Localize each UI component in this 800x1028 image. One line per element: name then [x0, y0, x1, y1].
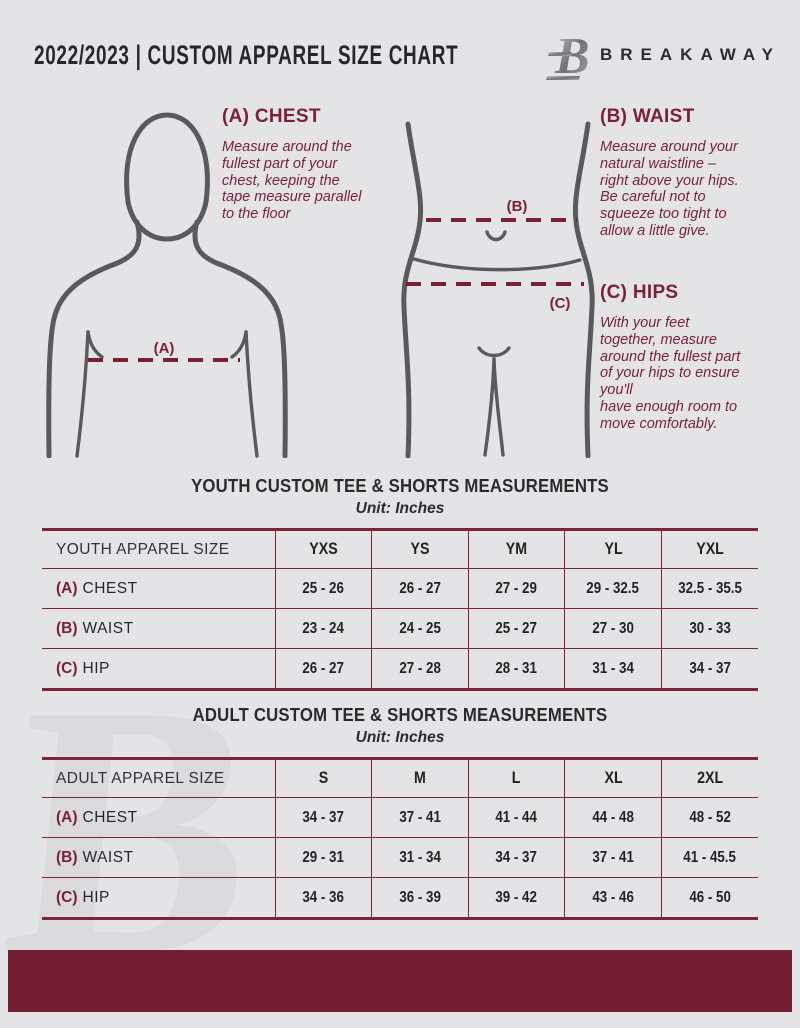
value-cell: 39 - 42 [467, 877, 565, 919]
row-label-cell: (B) WAIST [42, 837, 275, 878]
chest-instruction-heading: (A) CHEST [222, 106, 321, 127]
hips-figure-label: (C) [550, 295, 571, 312]
column-header: L [467, 758, 565, 798]
row-label-cell: (A) CHEST [42, 568, 275, 609]
inner-left-leg-path [483, 357, 496, 457]
value-cell: 41 - 44 [467, 797, 565, 838]
value-cell: 25 - 26 [274, 568, 372, 609]
head-outline-path [124, 112, 210, 242]
table-row: (C) HIP 34 - 36 36 - 39 39 - 42 43 - 46 4… [42, 877, 758, 919]
value-cell: 43 - 46 [564, 877, 662, 919]
lower-body-figure: (B) (C) [401, 121, 595, 458]
chest-instruction: (A) CHEST Measure around the fullest par… [222, 106, 412, 223]
value-cell: 28 - 31 [467, 648, 565, 690]
value-cell: 31 - 34 [371, 837, 469, 878]
value-cell: 48 - 52 [660, 797, 758, 838]
left-torso-path [75, 330, 90, 458]
right-hip-leg-path [572, 121, 595, 458]
value-cell: 27 - 30 [564, 608, 662, 649]
table-header-row: YOUTH APPAREL SIZE YXS YS YM YL YXL [42, 529, 758, 569]
brand-lockup: B BREAKAWAY [546, 24, 781, 86]
row-label-cell: (C) HIP [42, 648, 275, 690]
value-cell: 37 - 41 [564, 837, 662, 878]
document-title: 2022/2023 | CUSTOM APPAREL SIZE CHART [34, 40, 459, 70]
column-header: YXL [660, 529, 758, 569]
value-cell: 24 - 25 [371, 608, 469, 649]
navel-path [485, 230, 507, 242]
column-header: YM [467, 529, 565, 569]
hips-instruction: (C) HIPS With your feet together, measur… [600, 282, 795, 433]
column-header: YXS [274, 529, 372, 569]
inner-right-leg-path [492, 357, 505, 457]
value-cell: 26 - 27 [371, 568, 469, 609]
column-header: XL [564, 758, 662, 798]
waist-instruction-heading: (B) WAIST [600, 106, 695, 127]
value-cell: 29 - 31 [274, 837, 372, 878]
hips-instruction-heading: (C) HIPS [600, 282, 679, 303]
column-header: S [274, 758, 372, 798]
waist-figure-label: (B) [507, 198, 528, 215]
waist-instruction-body: Measure around your natural waistline – … [600, 139, 739, 239]
breakaway-logo-icon: B [546, 28, 590, 85]
upper-body-figure: (A) [46, 112, 288, 458]
value-cell: 32.5 - 35.5 [660, 568, 758, 609]
row-label-cell: (C) HIP [42, 877, 275, 919]
adult-section-title: ADULT CUSTOM TEE & SHORTS MEASUREMENTS [192, 705, 608, 725]
table-row: (A) CHEST 34 - 37 37 - 41 41 - 44 44 - 48… [42, 797, 758, 838]
column-header: M [371, 758, 469, 798]
hips-instruction-body: With your feet together, measure around … [600, 315, 741, 432]
value-cell: 41 - 45.5 [660, 837, 758, 878]
right-torso-path [244, 330, 259, 458]
svg-text:B: B [554, 28, 590, 85]
crotch-path [477, 346, 511, 358]
column-header: ADULT APPAREL SIZE [42, 758, 275, 798]
value-cell: 44 - 48 [564, 797, 662, 838]
chest-figure-label: (A) [154, 340, 175, 357]
table-row: (B) WAIST 29 - 31 31 - 34 34 - 37 37 - 41… [42, 837, 758, 878]
column-header: YL [564, 529, 662, 569]
table-row: (C) HIP 26 - 27 27 - 28 28 - 31 31 - 34 3… [42, 648, 758, 690]
value-cell: 37 - 41 [371, 797, 469, 838]
abdomen-curve-path [412, 257, 582, 272]
value-cell: 27 - 28 [371, 648, 469, 690]
value-cell: 34 - 37 [467, 837, 565, 878]
value-cell: 30 - 33 [660, 608, 758, 649]
value-cell: 25 - 27 [467, 608, 565, 649]
right-armpit-path [230, 330, 248, 359]
value-cell: 29 - 32.5 [564, 568, 662, 609]
left-hip-leg-path [401, 121, 424, 458]
table-row: (B) WAIST 23 - 24 24 - 25 25 - 27 27 - 30… [42, 608, 758, 649]
row-label-cell: (A) CHEST [42, 797, 275, 838]
value-cell: 31 - 34 [564, 648, 662, 690]
value-cell: 27 - 29 [467, 568, 565, 609]
youth-section-title: YOUTH CUSTOM TEE & SHORTS MEASUREMENTS [191, 476, 609, 496]
table-row: (A) CHEST 25 - 26 26 - 27 27 - 29 29 - 32… [42, 568, 758, 609]
adult-unit-label: Unit: Inches [355, 729, 445, 746]
value-cell: 34 - 37 [274, 797, 372, 838]
row-label-cell: (B) WAIST [42, 608, 275, 649]
left-armpit-path [86, 330, 104, 359]
value-cell: 23 - 24 [274, 608, 372, 649]
adult-size-table: ADULT APPAREL SIZE S M L XL 2XL (A) CHEST… [42, 757, 758, 920]
value-cell: 26 - 27 [274, 648, 372, 690]
column-header: YOUTH APPAREL SIZE [42, 529, 275, 569]
youth-section: YOUTH CUSTOM TEE & SHORTS MEASUREMENTS U… [0, 476, 800, 691]
column-header: YS [371, 529, 469, 569]
adult-section: ADULT CUSTOM TEE & SHORTS MEASUREMENTS U… [0, 705, 800, 920]
youth-unit-label: Unit: Inches [355, 500, 445, 517]
value-cell: 34 - 36 [274, 877, 372, 919]
brand-name: BREAKAWAY [600, 45, 781, 64]
value-cell: 46 - 50 [660, 877, 758, 919]
right-shoulder-arm-path [192, 219, 288, 458]
left-shoulder-arm-path [46, 219, 142, 458]
column-header: 2XL [660, 758, 758, 798]
value-cell: 36 - 39 [371, 877, 469, 919]
chest-instruction-body: Measure around the fullest part of your … [222, 139, 362, 223]
table-header-row: ADULT APPAREL SIZE S M L XL 2XL [42, 758, 758, 798]
youth-size-table: YOUTH APPAREL SIZE YXS YS YM YL YXL (A) C… [42, 528, 758, 691]
footer-bar [8, 950, 792, 1012]
waist-instruction: (B) WAIST Measure around your natural wa… [600, 106, 795, 240]
value-cell: 34 - 37 [660, 648, 758, 690]
